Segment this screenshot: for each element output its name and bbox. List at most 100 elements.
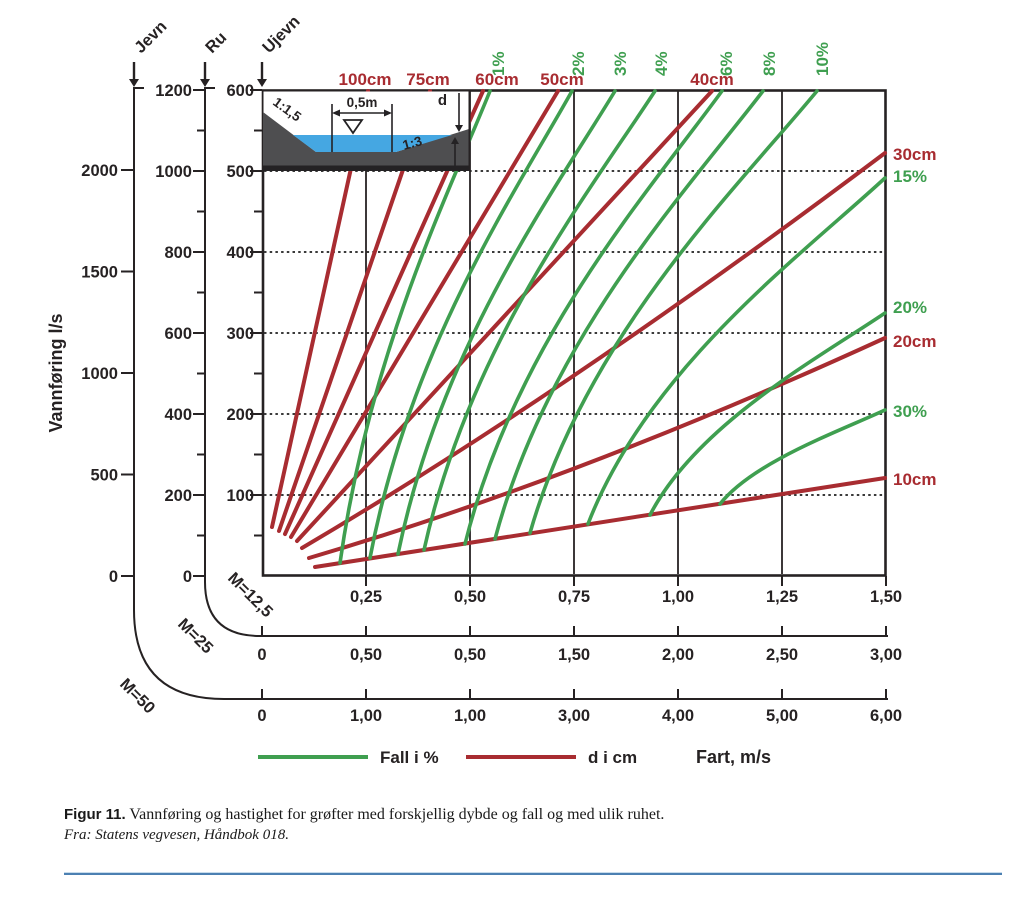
legend: Fall i % d i cm Fart, m/s (258, 747, 771, 767)
tick-label: 1,00 (350, 707, 382, 725)
tick-label: 2,50 (766, 646, 798, 664)
right-side-labels: 30cm 15% 20% 20cm 30% 10cm (893, 145, 936, 489)
green-curve-10pct (528, 89, 819, 535)
tick-label: 5,00 (766, 707, 798, 725)
x-axis-title: Fart, m/s (696, 747, 771, 767)
tick-label: 1,00 (662, 588, 694, 606)
tick-label: 0 (257, 707, 266, 725)
curve-label-20pct: 20% (893, 298, 927, 317)
tick-label: 1000 (81, 365, 118, 383)
curve-label-8pct: 8% (760, 51, 779, 76)
inset-bottom-band (263, 165, 470, 171)
left-arrow-icon (332, 109, 340, 117)
depth-arrow (455, 93, 463, 132)
tick-label: 0 (183, 568, 192, 586)
green-curve-8pct (493, 89, 765, 541)
tick-label: 1500 (81, 264, 118, 282)
tick-label: 1,50 (870, 588, 902, 606)
curve-label-3pct: 3% (611, 51, 630, 76)
vertical-gridlines (365, 91, 783, 574)
caption-line1: Figur 11. Vannføring og hastighet for gr… (64, 806, 984, 824)
red-curve-30cm (300, 151, 887, 550)
ground-cross-section (263, 112, 469, 170)
axis-name-m50: M=50 (116, 675, 158, 717)
m50-tick-labels: 0 1,00 1,00 3,00 4,00 5,00 6,00 (257, 707, 902, 725)
curve-label-10cm: 10cm (893, 470, 936, 489)
roughness-arrows (129, 62, 267, 87)
curve-label-40cm: 40cm (690, 70, 733, 89)
curve-label-75cm: 75cm (406, 70, 449, 89)
nomogram-chart: 1:1,5 0,5m 1:3 d Jevn Ru Ujevn Vannførin… (46, 12, 936, 767)
curve-label-6pct: 6% (717, 51, 736, 76)
m25-axis-ticks (261, 626, 887, 636)
red-curve-20cm (307, 336, 887, 560)
tick-label: 1,25 (766, 588, 798, 606)
axis-jevn-m50 (133, 87, 888, 700)
tick-label: 200 (164, 487, 192, 505)
caption-text: Vannføring og hastighet for grøfter med … (125, 806, 665, 823)
green-curve-6pct (463, 89, 724, 546)
tick-label: 2,00 (662, 646, 694, 664)
ujevn-axis-ticks (250, 89, 262, 537)
tick-label: 200 (226, 406, 254, 424)
section-divider (64, 872, 1002, 875)
tick-label: 4,00 (662, 707, 694, 725)
green-curve-1pct (338, 89, 492, 565)
caption-figure-number: Figur 11. (64, 806, 126, 823)
red-curve-40cm (295, 89, 714, 543)
m25-tick-labels: 0 0,50 0,50 1,50 2,00 2,50 3,00 (257, 646, 902, 664)
curve-label-10pct: 10% (813, 42, 832, 76)
curve-label-30cm: 30cm (893, 145, 936, 164)
tick-label: 0 (109, 568, 118, 586)
green-curve-2pct (368, 89, 574, 560)
tick-label: 100 (226, 487, 254, 505)
tick-label: 300 (226, 325, 254, 343)
red-curve-50cm (289, 89, 560, 539)
bottom-width-label: 0,5m (347, 95, 378, 110)
tick-label: 0,75 (558, 588, 590, 606)
tick-label: 1000 (155, 163, 192, 181)
tick-label: 500 (226, 163, 254, 181)
axis-name-jevn: Jevn (131, 18, 170, 57)
curve-label-2pct: 2% (569, 51, 588, 76)
green-curve-30pct (718, 408, 887, 506)
ujevn-tick-labels: 600 500 400 300 200 100 (226, 82, 254, 505)
ditch-cross-section-inset: 1:1,5 0,5m 1:3 d (263, 90, 471, 171)
axis-name-ru: Ru (202, 29, 230, 57)
tick-label: 500 (90, 467, 118, 485)
tick-label: 6,00 (870, 707, 902, 725)
tick-label: 0,50 (454, 588, 486, 606)
tick-label: 400 (226, 244, 254, 262)
ru-axis-ticks (193, 89, 205, 577)
green-slope-curves (338, 89, 887, 565)
right-arrow-icon (384, 109, 392, 117)
axis-name-m25: M=25 (174, 615, 216, 657)
red-curve-10cm (313, 476, 887, 569)
tick-label: 0,50 (350, 646, 382, 664)
up-arrow-icon (451, 137, 459, 144)
axis-name-ujevn: Ujevn (259, 12, 304, 57)
caption-source: Fra: Statens vegvesen, Håndbok 018. (64, 827, 289, 843)
tick-label: 2000 (81, 162, 118, 180)
curve-label-20cm: 20cm (893, 332, 936, 351)
m50-axis-ticks (261, 689, 887, 699)
width-measure (331, 104, 393, 152)
tick-label: 1,00 (454, 707, 486, 725)
tick-label: 1,50 (558, 646, 590, 664)
water-level-icon (342, 119, 364, 135)
tick-label: 0,25 (350, 588, 382, 606)
jevn-axis-ticks (121, 169, 134, 577)
curve-label-15pct: 15% (893, 167, 927, 186)
green-curve-15pct (586, 176, 887, 526)
down-arrow-icon (455, 125, 463, 132)
green-curve-3pct (396, 89, 617, 556)
m125-tick-labels: 0,25 0,50 0,75 1,00 1,25 1,50 (350, 588, 902, 606)
ru-tick-labels: 1200 1000 800 600 400 200 0 (155, 82, 192, 586)
depth-label: d (438, 92, 447, 109)
legend-red-label: d i cm (588, 748, 637, 767)
tick-label: 600 (164, 325, 192, 343)
jevn-tick-labels: 2000 1500 1000 500 0 (81, 162, 118, 586)
axis-lines (133, 87, 888, 700)
tick-label: 3,00 (870, 646, 902, 664)
